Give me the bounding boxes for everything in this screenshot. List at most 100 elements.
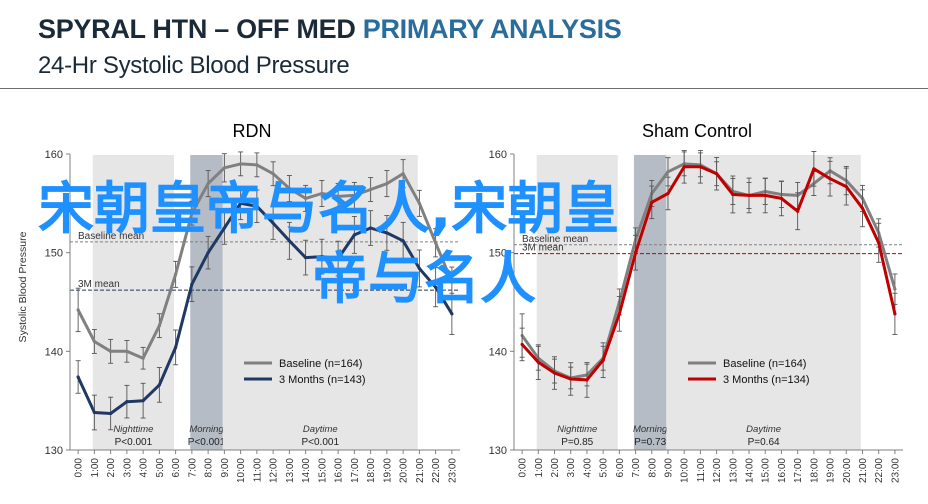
x-tick-label: 6:00 xyxy=(171,458,182,478)
data-point xyxy=(617,312,621,316)
x-tick-label: 9:00 xyxy=(220,458,231,478)
data-point xyxy=(520,342,524,347)
data-point xyxy=(747,193,751,198)
slide-title: SPYRAL HTN – OFF MED PRIMARY ANALYSIS xyxy=(38,14,622,45)
x-tick-label: 21:00 xyxy=(858,458,869,483)
data-point xyxy=(239,201,243,205)
data-point xyxy=(434,285,438,289)
period-p-value: P=0.85 xyxy=(561,437,593,448)
data-point xyxy=(434,241,438,245)
x-tick-label: 3:00 xyxy=(566,458,577,478)
x-tick-label: 12:00 xyxy=(269,458,280,483)
x-tick-label: 3:00 xyxy=(122,458,133,478)
data-point xyxy=(141,356,145,360)
period-label: Morning xyxy=(189,424,224,435)
data-point xyxy=(92,339,96,344)
slide-title-prefix: SPYRAL HTN – OFF MED xyxy=(38,14,356,44)
data-point xyxy=(633,251,638,255)
x-tick-label: 4:00 xyxy=(582,458,593,478)
y-tick-label: 140 xyxy=(45,346,63,358)
x-tick-label: 7:00 xyxy=(187,458,198,478)
data-point xyxy=(304,256,308,260)
x-tick-label: 16:00 xyxy=(777,458,788,483)
y-tick-label: 160 xyxy=(489,149,507,161)
x-tick-label: 10:00 xyxy=(236,458,247,483)
x-tick-label: 15:00 xyxy=(317,458,328,483)
x-tick-label: 20:00 xyxy=(399,458,410,483)
series-line xyxy=(76,201,454,415)
period-p-value: P<0.001 xyxy=(188,437,226,448)
chart-title: Sham Control xyxy=(642,121,752,141)
period-label: Daytime xyxy=(746,424,781,435)
data-point xyxy=(352,193,356,198)
x-tick-label: 12:00 xyxy=(712,458,723,483)
x-tick-label: 10:00 xyxy=(680,458,691,483)
period-band-daytime xyxy=(666,155,861,450)
data-point xyxy=(401,172,405,176)
x-tick-label: 18:00 xyxy=(809,458,820,483)
slide-subtitle: 24-Hr Systolic Blood Pressure xyxy=(38,52,350,79)
data-point xyxy=(336,256,340,261)
series-line xyxy=(76,162,454,360)
data-point xyxy=(352,233,356,237)
reference-line-label: Baseline mean xyxy=(78,231,144,242)
data-point xyxy=(190,282,194,286)
period-p-value: P=0.64 xyxy=(748,437,780,448)
data-point xyxy=(601,358,605,362)
legend-entry: Baseline (n=164) xyxy=(279,358,362,370)
x-tick-label: 23:00 xyxy=(890,458,901,483)
data-point xyxy=(698,165,702,169)
x-tick-label: 16:00 xyxy=(334,458,345,483)
y-tick-label: 140 xyxy=(489,346,507,358)
period-p-value: P=0.73 xyxy=(634,437,666,448)
data-point xyxy=(174,345,178,349)
reference-line-label: 3M mean xyxy=(522,243,564,254)
data-point xyxy=(844,184,848,189)
data-point xyxy=(385,231,389,235)
data-point xyxy=(763,193,767,198)
y-axis-label: Systolic Blood Pressure xyxy=(17,231,29,342)
x-tick-label: 15:00 xyxy=(761,458,772,483)
x-tick-label: 0:00 xyxy=(74,458,85,478)
data-point xyxy=(450,312,454,316)
reference-line-label: Baseline mean xyxy=(522,234,588,245)
period-p-value: P<0.001 xyxy=(115,437,153,448)
data-point xyxy=(304,196,308,200)
period-label: Nighttime xyxy=(113,424,153,435)
x-tick-label: 1:00 xyxy=(534,458,545,478)
x-tick-label: 14:00 xyxy=(301,458,312,483)
y-tick-label: 160 xyxy=(45,149,63,161)
x-tick-label: 5:00 xyxy=(155,458,166,478)
data-point xyxy=(76,375,80,379)
series-line xyxy=(520,165,897,382)
data-point xyxy=(109,349,113,353)
chart-title: RDN xyxy=(233,121,272,141)
x-tick-label: 18:00 xyxy=(366,458,377,483)
x-tick-label: 19:00 xyxy=(826,458,837,483)
x-tick-label: 13:00 xyxy=(285,458,296,483)
data-point xyxy=(255,204,259,208)
data-point xyxy=(141,399,145,403)
data-point xyxy=(206,182,210,186)
data-point xyxy=(796,209,800,213)
x-tick-label: 0:00 xyxy=(518,458,529,478)
x-tick-label: 22:00 xyxy=(874,458,885,483)
legend-entry: 3 Months (n=134) xyxy=(723,374,810,386)
data-point xyxy=(860,206,865,210)
data-point xyxy=(157,383,161,387)
y-tick-label: 150 xyxy=(45,248,63,260)
data-point xyxy=(222,226,226,230)
x-tick-label: 23:00 xyxy=(447,458,458,483)
data-point xyxy=(666,191,670,196)
data-point xyxy=(385,182,389,186)
data-point xyxy=(222,166,226,170)
data-point xyxy=(92,410,96,415)
data-point xyxy=(369,187,373,192)
data-point xyxy=(271,172,275,176)
data-point xyxy=(369,226,373,230)
data-point xyxy=(650,200,654,204)
data-point xyxy=(828,177,832,181)
data-point xyxy=(417,266,421,271)
x-tick-label: 17:00 xyxy=(793,458,804,483)
data-point xyxy=(206,251,210,255)
